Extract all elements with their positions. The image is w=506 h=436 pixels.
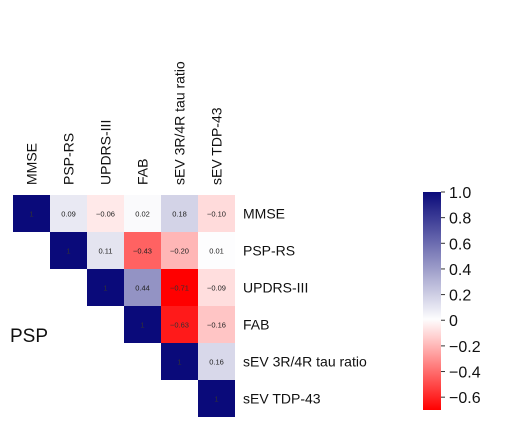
heatmap-cell — [198, 343, 235, 380]
row-label: UPDRS-III — [243, 280, 308, 296]
heatmap-cell — [161, 195, 198, 232]
column-label: sEV TDP-43 — [209, 107, 225, 185]
heatmap-cell — [13, 195, 50, 232]
cell-value-label: −0.09 — [207, 284, 226, 293]
cell-value-label: 0.02 — [135, 210, 150, 219]
heatmap-cell — [124, 306, 161, 343]
heatmap-cell — [198, 232, 235, 269]
heatmap-cell — [87, 232, 124, 269]
cell-value-label: 1 — [29, 210, 33, 219]
colorbar-tick-label: 0.2 — [449, 288, 471, 305]
cell-value-label: 1 — [140, 321, 144, 330]
cell-value-label: 0.01 — [209, 247, 224, 256]
heatmap-cell — [198, 269, 235, 306]
column-labels: MMSE PSP-RS UPDRS-III FAB sEV 3R/4R tau rati… — [24, 61, 225, 185]
column-label: UPDRS-III — [98, 120, 114, 185]
cell-value-label: −0.71 — [170, 284, 189, 293]
colorbar-tick-label: 1.0 — [449, 185, 471, 202]
cell-value-label: 0.44 — [135, 284, 150, 293]
cell-value-label: −0.10 — [207, 210, 226, 219]
row-label: sEV TDP-43 — [243, 391, 321, 407]
colorbar-ticks: 1.0 0.8 0.6 0.4 0.2 0 −0.2 −0.4 −0.6 — [441, 185, 481, 407]
column-label: FAB — [135, 159, 151, 185]
row-label: sEV 3R/4R tau ratio — [243, 354, 367, 370]
heatmap-cell — [161, 306, 198, 343]
cell-value-label: 0.18 — [172, 210, 187, 219]
heatmap-cells: 1 0.09 −0.06 0.02 0.18 −0.10 1 0.11 −0.43 −0.20 0.… — [13, 195, 235, 417]
heatmap-cell — [50, 195, 87, 232]
colorbar — [423, 192, 441, 410]
column-label: MMSE — [24, 143, 40, 185]
panel-label: PSP — [10, 326, 48, 347]
heatmap-cell — [161, 343, 198, 380]
row-labels: MMSE PSP-RS UPDRS-III FAB sEV 3R/4R tau rati… — [243, 206, 367, 407]
colorbar-tick-label: −0.4 — [449, 365, 481, 382]
heatmap-cell — [198, 195, 235, 232]
cell-value-label: −0.43 — [133, 247, 152, 256]
heatmap-cell — [124, 269, 161, 306]
colorbar-tick-label: −0.6 — [449, 390, 481, 407]
cell-value-label: −0.20 — [170, 247, 189, 256]
cell-value-label: 1 — [177, 358, 181, 367]
colorbar-tick-label: 0.6 — [449, 236, 471, 253]
heatmap-cell — [87, 269, 124, 306]
heatmap-cell — [198, 380, 235, 417]
heatmap-cell — [161, 269, 198, 306]
cell-value-label: 1 — [103, 284, 107, 293]
colorbar-tick-label: 0.4 — [449, 262, 471, 279]
colorbar-tick-label: 0.8 — [449, 211, 471, 228]
colorbar-tick-label: 0 — [449, 313, 458, 330]
row-label: MMSE — [243, 206, 285, 222]
heatmap-cell — [50, 232, 87, 269]
cell-value-label: −0.16 — [207, 321, 226, 330]
row-label: PSP-RS — [243, 243, 295, 259]
cell-value-label: 0.09 — [61, 210, 76, 219]
heatmap-cell — [124, 195, 161, 232]
heatmap-cell — [87, 195, 124, 232]
column-label: sEV 3R/4R tau ratio — [172, 61, 188, 185]
heatmap-cell — [124, 232, 161, 269]
cell-value-label: −0.06 — [96, 210, 115, 219]
cell-value-label: 0.16 — [209, 358, 224, 367]
colorbar-tick-label: −0.2 — [449, 339, 481, 356]
row-label: FAB — [243, 317, 269, 333]
cell-value-label: 0.11 — [98, 247, 112, 256]
cell-value-label: 1 — [214, 395, 218, 404]
heatmap-cell — [198, 306, 235, 343]
cell-value-label: −0.63 — [170, 321, 189, 330]
heatmap-cell — [161, 232, 198, 269]
cell-value-label: 1 — [66, 247, 70, 256]
column-label: PSP-RS — [61, 133, 77, 185]
